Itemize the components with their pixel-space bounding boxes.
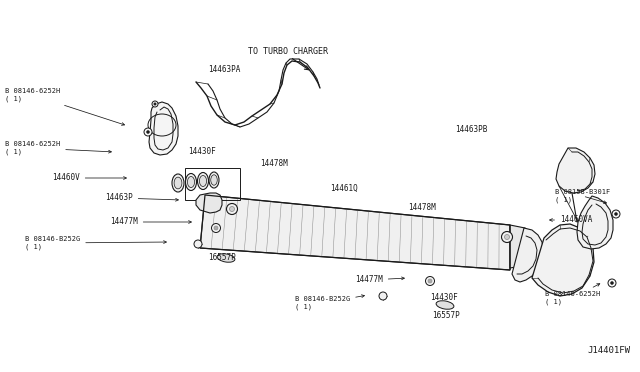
Polygon shape	[200, 195, 510, 270]
Circle shape	[614, 212, 618, 215]
Circle shape	[230, 206, 234, 212]
Text: 14463PA: 14463PA	[208, 65, 241, 74]
Ellipse shape	[186, 173, 196, 190]
Polygon shape	[196, 193, 222, 213]
Text: 14463PB: 14463PB	[455, 125, 488, 135]
Polygon shape	[149, 102, 178, 155]
Circle shape	[154, 103, 156, 105]
Circle shape	[426, 276, 435, 285]
Text: TO TURBO CHARGER: TO TURBO CHARGER	[248, 48, 328, 57]
Ellipse shape	[436, 301, 454, 309]
Circle shape	[214, 226, 218, 230]
Circle shape	[504, 234, 509, 240]
Circle shape	[379, 292, 387, 300]
Ellipse shape	[200, 176, 207, 186]
Polygon shape	[512, 228, 544, 282]
Circle shape	[147, 131, 150, 134]
Polygon shape	[577, 196, 613, 249]
Polygon shape	[510, 225, 530, 268]
Text: B 08146-B252G
( 1): B 08146-B252G ( 1)	[25, 236, 166, 250]
Circle shape	[428, 279, 432, 283]
Text: 14477M: 14477M	[110, 218, 191, 227]
Text: B 08146-6252H
( 1): B 08146-6252H ( 1)	[5, 88, 125, 125]
Ellipse shape	[211, 175, 217, 185]
Circle shape	[612, 210, 620, 218]
Circle shape	[608, 279, 616, 287]
Circle shape	[502, 231, 513, 243]
Text: B 08146-6252H
( 1): B 08146-6252H ( 1)	[5, 141, 111, 155]
Circle shape	[194, 240, 202, 248]
Text: 14430F: 14430F	[430, 294, 458, 302]
Circle shape	[611, 282, 614, 285]
Text: B 08158-B301F
( 1): B 08158-B301F ( 1)	[555, 189, 611, 203]
Circle shape	[144, 128, 152, 136]
Text: 14463P: 14463P	[105, 193, 179, 202]
Ellipse shape	[188, 176, 195, 187]
Text: 14477M: 14477M	[355, 276, 404, 285]
Text: 14478M: 14478M	[260, 158, 288, 167]
Circle shape	[227, 203, 237, 215]
Polygon shape	[556, 148, 595, 193]
Ellipse shape	[172, 174, 184, 192]
Text: 14460VA: 14460VA	[550, 215, 593, 224]
Text: 14478M: 14478M	[408, 203, 436, 212]
Polygon shape	[532, 224, 594, 296]
Text: B 08146-B252G
( 1): B 08146-B252G ( 1)	[295, 295, 364, 310]
Text: 14430F: 14430F	[188, 148, 216, 157]
Text: 16557P: 16557P	[208, 253, 236, 263]
Text: 16557P: 16557P	[432, 311, 460, 321]
Text: 14461Q: 14461Q	[330, 183, 358, 192]
Ellipse shape	[198, 173, 209, 189]
Circle shape	[152, 101, 158, 107]
Text: B 08146-6252H
( 1): B 08146-6252H ( 1)	[545, 284, 600, 305]
Ellipse shape	[209, 172, 219, 188]
Circle shape	[211, 224, 221, 232]
Ellipse shape	[217, 254, 235, 262]
Text: J14401FW: J14401FW	[587, 346, 630, 355]
Ellipse shape	[174, 177, 182, 189]
Text: 14460V: 14460V	[52, 173, 126, 183]
